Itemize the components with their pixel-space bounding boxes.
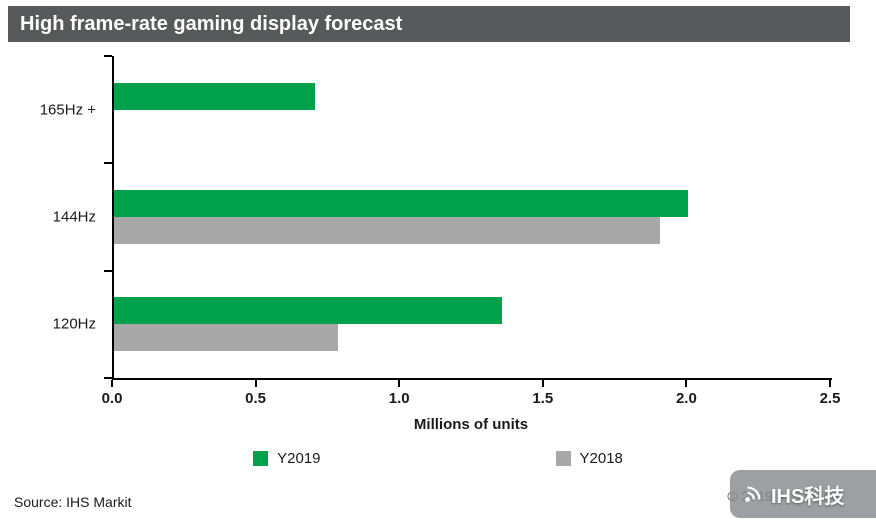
y-axis-tick <box>104 162 112 165</box>
y-axis-tick <box>104 55 112 57</box>
y-axis-tick <box>104 377 112 379</box>
category-label: 120Hz <box>52 315 96 333</box>
x-tick-label: 1.0 <box>388 390 410 407</box>
broadcast-icon <box>742 483 764 505</box>
x-axis-ticks: 0.0 0.5 1.0 1.5 2.0 2.5 <box>102 380 840 414</box>
bar-y2019-165Hz <box>114 82 316 110</box>
legend-label: Y2019 <box>277 450 321 467</box>
bar-slot <box>114 82 832 110</box>
x-tick-label: 1.5 <box>532 390 554 407</box>
x-axis-tick <box>111 380 113 387</box>
x-axis-tick <box>398 380 401 387</box>
category-group: 120Hz <box>53 271 832 378</box>
bar-y2019-120Hz <box>114 297 502 325</box>
bar-slot <box>114 189 832 217</box>
category-label: 144Hz <box>52 208 96 226</box>
x-axis-label: Millions of units <box>413 416 529 433</box>
source-text: Source: IHS Markit <box>14 494 132 510</box>
plot-area: 165Hz + 144Hz 120Hz <box>40 55 832 380</box>
watermark-text: IHS科技 <box>771 485 845 508</box>
legend-label: Y2018 <box>579 450 623 467</box>
title-bar: High frame-rate gaming display forecast <box>8 6 850 42</box>
x-tick-label: 2.0 <box>675 390 697 407</box>
category-group: 165Hz + <box>40 56 832 163</box>
bar-slot <box>114 110 832 137</box>
legend-item-y2018: Y2018 <box>555 450 623 467</box>
bar-y2018-144Hz <box>114 216 660 244</box>
watermark-badge: IHS科技 <box>730 470 876 518</box>
y-axis-tick <box>104 269 112 272</box>
legend: Y2019 Y2018 <box>0 450 876 467</box>
bar-slot <box>114 297 832 325</box>
bar-slot <box>114 216 832 244</box>
chart-title: High frame-rate gaming display forecast <box>20 13 403 35</box>
x-axis-tick <box>254 380 257 387</box>
legend-swatch <box>253 451 269 466</box>
category-label: 165Hz + <box>39 101 96 119</box>
bar-slot <box>114 324 832 352</box>
legend-swatch <box>555 451 571 466</box>
category-group: 144Hz <box>53 163 832 270</box>
x-tick-label: 0.0 <box>101 390 123 407</box>
legend-item-y2019: Y2019 <box>253 450 321 467</box>
bar-y2018-120Hz <box>114 324 339 352</box>
x-tick-label: 2.5 <box>819 390 841 407</box>
x-axis-tick <box>829 380 831 387</box>
x-axis-tick <box>541 380 544 387</box>
x-tick-label: 0.5 <box>245 390 267 407</box>
x-axis-tick <box>685 380 688 387</box>
bar-y2019-144Hz <box>114 189 689 217</box>
